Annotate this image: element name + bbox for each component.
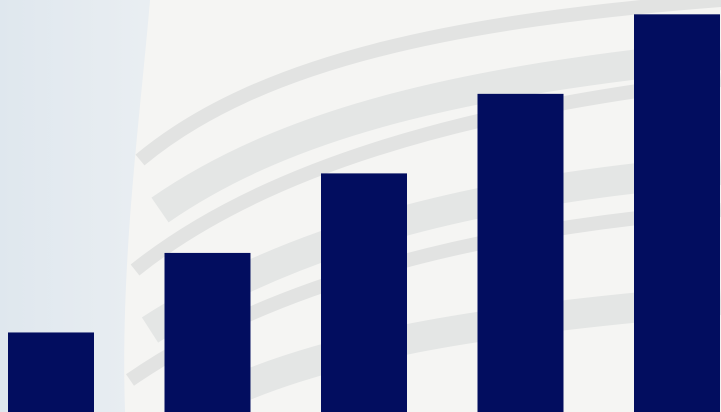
- bar: [634, 14, 720, 412]
- bar: [164, 252, 251, 412]
- bar: [8, 332, 94, 412]
- bar: [321, 173, 407, 412]
- bar: [477, 93, 564, 412]
- bars: [8, 14, 720, 412]
